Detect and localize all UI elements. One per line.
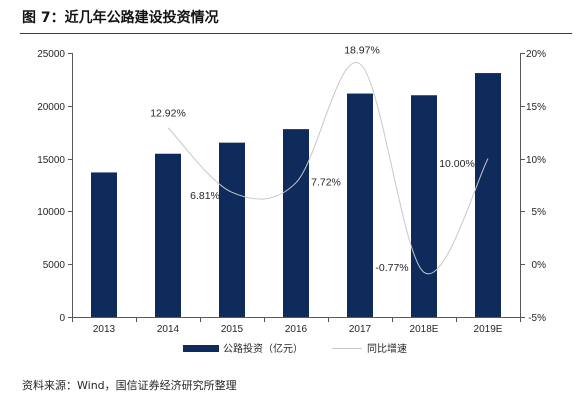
data-label-2015: 6.81% <box>190 190 220 202</box>
figure-title: 图 7：近几年公路建设投资情况 <box>22 10 219 26</box>
data-label-2019e: 10.00% <box>439 158 475 170</box>
left-axis-tick-label: 25000 <box>37 49 65 60</box>
x-axis-label-2015: 2015 <box>221 324 244 335</box>
bar-2014 <box>155 153 181 317</box>
growth-rate-line <box>167 62 489 275</box>
left-y-axis: 0 5000 10000 15000 20000 25000 <box>37 49 73 324</box>
data-label-2016: 7.72% <box>311 176 341 188</box>
title-rule <box>20 33 572 34</box>
legend: 公路投资（亿元） 同比增速 <box>183 342 407 355</box>
combo-chart: 0 5000 10000 15000 20000 25000 -5% 0% 5% 10% 15% 2… <box>37 44 547 355</box>
x-axis: 2013 2014 2015 2016 2017 2018E 2019E <box>72 317 521 335</box>
right-axis-tick-label: 20% <box>526 49 546 60</box>
left-axis-tick-label: 20000 <box>37 102 65 113</box>
bar-2015 <box>219 142 245 317</box>
data-label-2017: 18.97% <box>344 44 380 56</box>
right-axis-tick-label: 10% <box>526 155 546 166</box>
bar-2016 <box>283 129 309 317</box>
left-axis-tick-label: 5000 <box>43 260 66 271</box>
bar-2017 <box>347 93 373 317</box>
right-y-axis: -5% 0% 5% 10% 15% 20% <box>520 49 547 324</box>
x-axis-label-2013: 2013 <box>93 324 116 335</box>
growth-data-labels: 12.92% 6.81% 7.72% 18.97% -0.77% 10.00% <box>150 44 475 273</box>
investment-bar-series <box>91 73 501 318</box>
left-axis-tick-label: 10000 <box>37 207 65 218</box>
left-axis-tick-label: 0 <box>59 313 65 324</box>
source-note: 资料来源：Wind，国信证券经济研究所整理 <box>22 379 237 392</box>
legend-label-growth: 同比增速 <box>367 342 407 355</box>
legend-swatch-investment <box>183 345 219 352</box>
bar-2018e <box>411 95 437 318</box>
bar-2019e <box>475 73 501 318</box>
right-axis-tick-label: 15% <box>526 102 546 113</box>
x-axis-label-2017: 2017 <box>349 324 372 335</box>
x-axis-label-2014: 2014 <box>157 324 180 335</box>
data-label-2014: 12.92% <box>150 107 186 119</box>
x-axis-label-2016: 2016 <box>285 324 308 335</box>
bar-2013 <box>91 172 117 317</box>
x-axis-label-2019e: 2019E <box>474 324 503 335</box>
right-axis-tick-label: 5% <box>532 207 547 218</box>
left-axis-tick-label: 15000 <box>37 155 65 166</box>
growth-line-series <box>167 62 489 275</box>
right-axis-tick-label: -5% <box>528 313 546 324</box>
right-axis-tick-label: 0% <box>532 260 547 271</box>
x-axis-label-2018e: 2018E <box>410 324 439 335</box>
data-label-2018e: -0.77% <box>375 262 408 274</box>
legend-label-investment: 公路投资（亿元） <box>223 342 303 355</box>
